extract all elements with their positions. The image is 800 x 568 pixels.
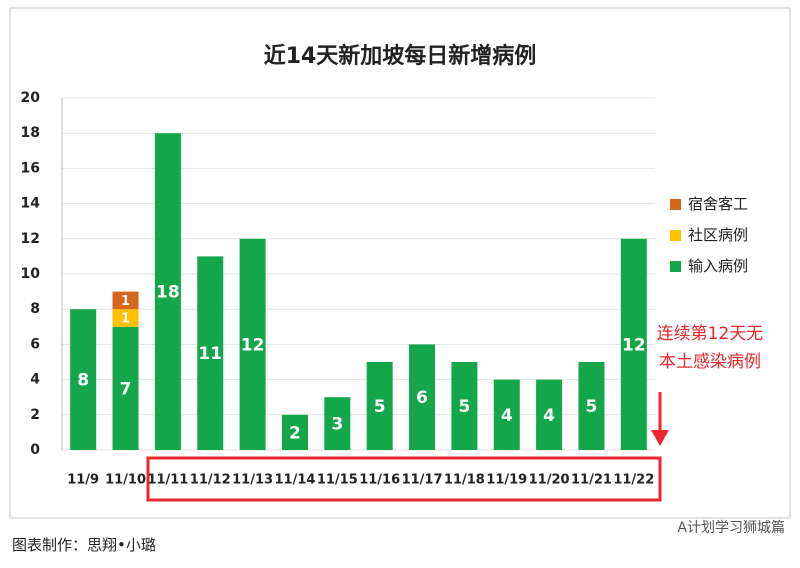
bar-segment [493, 379, 520, 450]
y-tick-label: 8 [30, 301, 40, 317]
x-tick-label: 11/20 [529, 473, 570, 488]
bar-segment [281, 414, 308, 450]
data-label: 2 [289, 423, 301, 443]
x-tick-label: 11/10 [105, 473, 146, 488]
annotation: 本土感染病例 [659, 352, 761, 372]
x-tick-label: 11/13 [232, 473, 273, 488]
legend-label: 输入病例 [688, 257, 748, 275]
bar-segment [70, 309, 97, 450]
x-tick-label: 11/15 [317, 473, 358, 488]
data-label: 12 [241, 335, 265, 355]
watermark: A计划学习狮城篇 [677, 520, 785, 536]
bar-segment [451, 362, 478, 450]
footer: 图表制作：思翔•小璐 [12, 536, 156, 554]
y-tick-label: 14 [21, 196, 41, 212]
y-tick-label: 20 [21, 90, 41, 106]
data-label: 11 [198, 344, 222, 364]
data-label: 5 [374, 397, 386, 417]
data-label: 5 [586, 397, 598, 417]
x-tick-label: 11/16 [359, 473, 400, 488]
legend-swatch [670, 261, 681, 272]
y-tick-label: 6 [30, 336, 40, 352]
data-label: 1 [121, 312, 130, 327]
bar-segment [324, 397, 351, 450]
x-tick-label: 11/14 [274, 473, 315, 488]
y-tick-label: 4 [30, 372, 40, 388]
y-tick-label: 2 [30, 407, 40, 423]
x-tick-label: 11/18 [444, 473, 485, 488]
annotation: 连续第12天无 [657, 324, 764, 344]
legend-swatch [670, 230, 681, 241]
bar-segment [578, 362, 605, 450]
bar-segment [620, 238, 647, 450]
data-label: 8 [77, 371, 89, 391]
data-label: 7 [120, 379, 132, 399]
bar-segment [409, 344, 436, 450]
data-label: 12 [622, 335, 646, 355]
data-label: 3 [331, 415, 343, 435]
bar-segment [112, 309, 139, 327]
x-tick-label: 11/17 [402, 473, 443, 488]
y-tick-label: 18 [21, 125, 40, 141]
y-tick-label: 0 [30, 442, 40, 458]
highlight-box [146, 456, 662, 502]
legend-swatch [670, 199, 681, 210]
legend-label: 宿舍客工 [688, 195, 748, 213]
data-label: 18 [156, 283, 180, 303]
bar-segment [112, 326, 139, 450]
x-tick-label: 11/22 [613, 473, 654, 488]
x-tick-label: 11/11 [147, 473, 188, 488]
x-tick-label: 11/9 [67, 473, 99, 488]
data-label: 5 [458, 397, 470, 417]
bar-segment [197, 256, 224, 450]
data-label: 4 [543, 406, 555, 426]
bar-segment [154, 133, 181, 450]
y-tick-label: 12 [21, 231, 40, 247]
x-tick-label: 11/19 [486, 473, 527, 488]
arrow-head [651, 430, 669, 446]
bar-segment [239, 238, 266, 450]
bar-segment [366, 362, 393, 450]
data-label: 6 [416, 388, 428, 408]
x-tick-label: 11/12 [190, 473, 231, 488]
y-tick-label: 16 [21, 160, 40, 176]
data-label: 4 [501, 406, 513, 426]
chart-title: 近14天新加坡每日新增病例 [264, 43, 537, 69]
x-tick-label: 11/21 [571, 473, 612, 488]
data-label: 1 [121, 294, 130, 309]
bar-segment [112, 291, 139, 310]
legend-label: 社区病例 [688, 226, 748, 244]
bar-segment [536, 379, 563, 450]
y-tick-label: 10 [21, 266, 41, 282]
